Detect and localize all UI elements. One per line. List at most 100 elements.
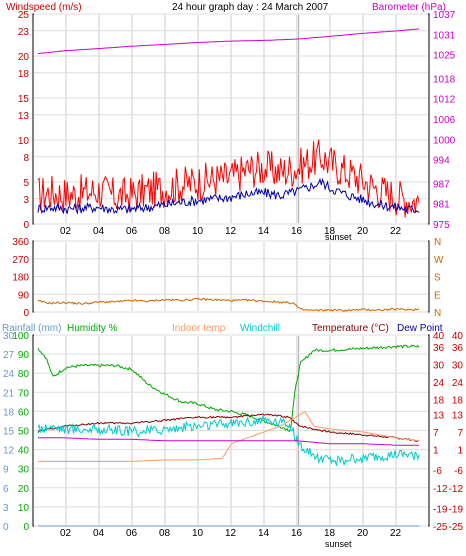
y-tick-label: 6	[3, 484, 9, 495]
y-tick-label: 30	[3, 331, 15, 342]
y-tick-label: 1031	[433, 30, 456, 41]
y-tick-label: 20	[18, 484, 30, 495]
y-tick-label: 23	[18, 27, 30, 38]
x-tick-label: 08	[159, 226, 171, 237]
x-tick-label: 22	[390, 226, 402, 237]
y-tick-label: 975	[433, 220, 450, 231]
y-tick-label: 981	[433, 200, 450, 211]
y-tick-label: 270	[12, 255, 29, 266]
legend-dewpoint: Dew Point	[397, 323, 443, 334]
x-tick-label: 16	[291, 226, 303, 237]
y-tick-label: 8	[23, 153, 29, 164]
x-tick-label: 14	[258, 226, 270, 237]
y-tick-label: 994	[433, 156, 450, 167]
y-tick-label: 10	[18, 503, 30, 514]
chart-title: 24 hour graph day : 24 March 2007	[172, 2, 329, 13]
y-tick-label: 24	[433, 378, 445, 389]
y-tick-label: 3	[3, 503, 9, 514]
y-tick-label: -12	[449, 484, 464, 495]
x-tick-label: 16	[291, 528, 303, 539]
y-tick-label: 13	[18, 111, 30, 122]
series-temperature	[37, 413, 420, 442]
y-tick-label: 90	[18, 350, 30, 361]
series-indoor	[38, 411, 420, 462]
legend-temperature: Temperature (°C)	[312, 323, 389, 334]
y-tick-label: 24	[3, 369, 15, 380]
y-tick-label: 5	[23, 178, 29, 189]
series-gust	[37, 139, 420, 218]
barometer-axis-label: Barometer (hPa)	[372, 2, 446, 13]
y-tick-label: 18	[433, 396, 445, 407]
y-tick-label: 100	[12, 331, 29, 342]
y-tick-label: 90	[18, 290, 30, 301]
y-tick-label: 7	[457, 428, 463, 439]
series-dewpoint	[38, 437, 420, 446]
y-tick-label: -6	[433, 466, 442, 477]
series-lines	[37, 28, 420, 527]
y-tick-label: 3	[23, 195, 29, 206]
y-tick-label: 15	[18, 94, 30, 105]
x-tick-label: 08	[159, 528, 171, 539]
legend-humidity: Humidity %	[67, 323, 118, 334]
legend-rainfall: Rainfall (mm)	[2, 323, 61, 334]
x-tick-label: 12	[225, 528, 237, 539]
y-tick-label: 0	[23, 522, 29, 533]
y-tick-label: 1025	[433, 51, 456, 62]
sunset-label-wind: sunset	[325, 232, 352, 242]
series-humidity	[37, 344, 420, 432]
x-tick-label: 20	[357, 528, 369, 539]
y-tick-label: 18	[18, 69, 30, 80]
x-tick-label: 14	[258, 528, 270, 539]
y-tick-label: 0	[23, 220, 29, 231]
y-tick-label: 0	[23, 308, 29, 319]
y-tick-label: 40	[18, 446, 30, 457]
y-tick-label: -6	[454, 466, 463, 477]
y-tick-label: 0	[3, 522, 9, 533]
x-tick-label: 22	[390, 528, 402, 539]
y-tick-label: -19	[449, 504, 464, 515]
y-tick-label: W	[434, 255, 444, 266]
series-barometer	[37, 28, 420, 55]
y-tick-label: -25	[449, 522, 464, 533]
x-tick-label: 02	[60, 226, 72, 237]
x-tick-label: 06	[126, 528, 138, 539]
x-tick-label: 04	[93, 226, 105, 237]
tick-labels: 0202040406060808101012121414161618182020…	[3, 10, 463, 539]
y-tick-label: 25	[18, 10, 30, 21]
y-tick-label: E	[434, 290, 441, 301]
wind-axis-label: Windspeed (m/s)	[6, 2, 82, 13]
x-tick-label: 18	[324, 528, 336, 539]
y-tick-label: 180	[12, 273, 29, 284]
y-tick-label: 987	[433, 179, 450, 190]
y-tick-label: 10	[18, 136, 30, 147]
y-tick-label: 18	[3, 407, 15, 418]
y-tick-label: -25	[433, 522, 448, 533]
y-tick-label: 12	[3, 446, 15, 457]
y-tick-label: 40	[452, 331, 464, 342]
y-tick-label: 36	[433, 343, 445, 354]
y-tick-label: 21	[3, 388, 15, 399]
y-tick-label: 1037	[433, 10, 456, 21]
y-tick-label: 36	[452, 343, 464, 354]
y-tick-label: 15	[3, 427, 15, 438]
y-tick-label: 50	[18, 427, 30, 438]
sunset-label-temp: sunset	[325, 539, 352, 549]
y-tick-label: 80	[18, 369, 30, 380]
legend-indoor: Indoor temp	[172, 323, 226, 334]
y-tick-label: N	[434, 308, 441, 319]
y-tick-label: 1	[457, 446, 463, 457]
y-tick-label: 30	[452, 360, 464, 371]
y-tick-label: 1000	[433, 135, 456, 146]
y-tick-label: 360	[12, 237, 29, 248]
x-tick-label: 04	[93, 528, 105, 539]
x-tick-label: 02	[60, 528, 72, 539]
series-average	[37, 177, 420, 215]
y-tick-label: 70	[18, 388, 30, 399]
y-tick-label: 30	[18, 465, 30, 476]
y-tick-label: 18	[452, 396, 464, 407]
y-tick-label: 13	[433, 410, 445, 421]
y-tick-label: 20	[18, 52, 30, 63]
y-tick-label: 1012	[433, 95, 456, 106]
legend-windchill: Windchill	[240, 323, 280, 334]
